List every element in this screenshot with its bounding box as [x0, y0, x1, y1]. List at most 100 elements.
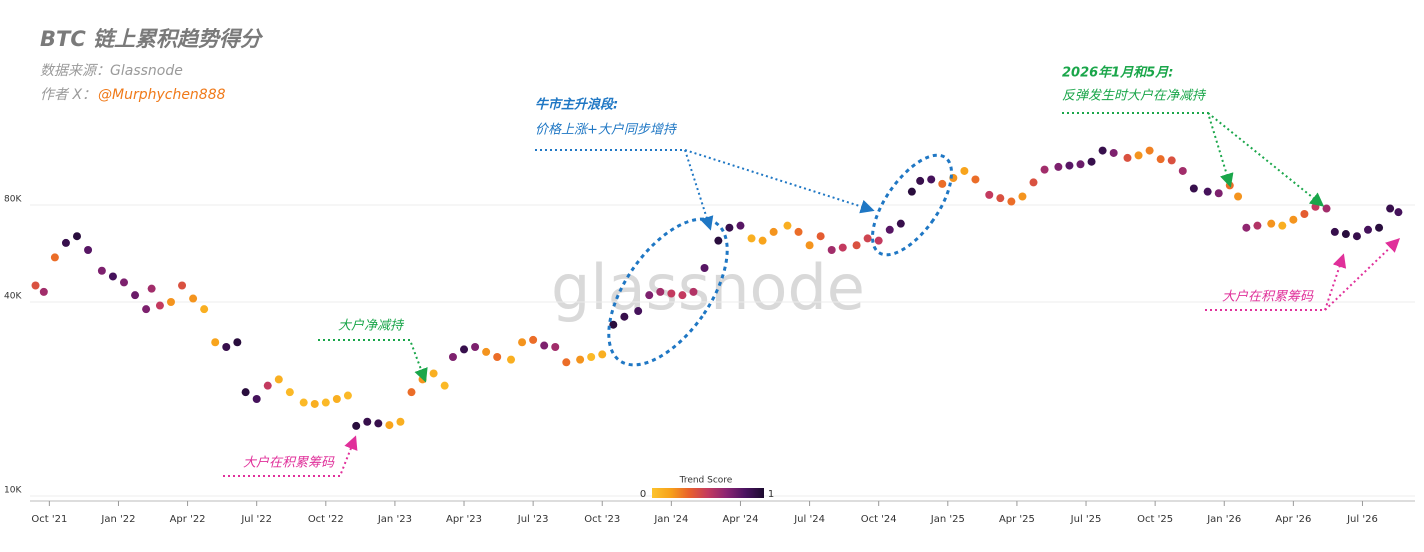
data-point [852, 241, 861, 250]
x-tick-label: Jul '25 [1070, 514, 1102, 525]
data-point [576, 355, 585, 364]
data-point [609, 320, 618, 329]
data-point [189, 294, 198, 303]
data-point [1300, 210, 1309, 219]
source: 数据来源：Glassnode [40, 63, 183, 79]
data-point [493, 352, 502, 361]
data-point [667, 289, 676, 298]
data-point [1225, 181, 1234, 190]
x-tick-label: Jan '25 [930, 514, 965, 525]
data-point [805, 241, 814, 250]
data-point [31, 281, 40, 290]
colorbar-min: 0 [640, 489, 646, 500]
data-point [429, 369, 438, 378]
data-point [343, 391, 352, 400]
data-point [440, 381, 449, 390]
data-point [700, 263, 709, 272]
data-point [863, 234, 872, 243]
data-point [1040, 165, 1049, 174]
arrow [535, 149, 714, 231]
x-tick-label: Apr '26 [1275, 514, 1311, 525]
data-point [1311, 202, 1320, 211]
data-point [769, 227, 778, 236]
data-point [620, 312, 629, 321]
data-point [119, 278, 128, 287]
data-point [1018, 192, 1027, 201]
arrow [318, 339, 428, 383]
data-point [960, 166, 969, 175]
data-point [747, 234, 756, 243]
x-tick-label: Oct '22 [308, 514, 344, 525]
data-point [725, 223, 734, 232]
annotation-text: 价格上涨+大户同步增持 [535, 123, 678, 138]
data-point [1278, 221, 1287, 230]
data-point [507, 355, 516, 364]
data-point [39, 287, 48, 296]
annotation-title: 2026年1月和5月: [1062, 65, 1173, 81]
data-point [938, 179, 947, 188]
y-tick-label: 10K [4, 486, 22, 496]
chart-title: BTC 链上累积趋势得分 [40, 27, 264, 51]
data-point [916, 176, 925, 185]
author: @Murphychen888 [98, 87, 226, 103]
annotation-text: 反弹发生时大户在净减持 [1062, 89, 1207, 104]
data-point [838, 243, 847, 252]
data-point [907, 187, 916, 196]
data-point [1189, 184, 1198, 193]
data-point [1167, 156, 1176, 165]
data-point [471, 342, 480, 351]
x-tick-label: Apr '25 [999, 514, 1035, 525]
data-point [233, 338, 242, 347]
data-point [1087, 157, 1096, 166]
data-point [1364, 225, 1373, 234]
data-point [587, 352, 596, 361]
data-point [714, 236, 723, 245]
data-point [689, 287, 698, 296]
data-point [985, 190, 994, 199]
data-point [142, 305, 151, 314]
colorbar-title: Trend Score [679, 476, 733, 486]
data-point [374, 419, 383, 428]
data-point [482, 347, 491, 356]
data-point [166, 297, 175, 306]
data-point [274, 375, 283, 384]
data-point [61, 238, 70, 247]
data-point [1109, 148, 1118, 157]
data-point [407, 388, 416, 397]
x-tick-label: Jan '24 [653, 514, 688, 525]
data-point [1065, 161, 1074, 170]
x-tick-label: Jul '26 [1346, 514, 1378, 525]
data-point [758, 236, 767, 245]
data-point [84, 245, 93, 254]
data-point [321, 398, 330, 407]
data-point [598, 350, 607, 359]
data-point [1341, 230, 1350, 239]
data-point [1145, 146, 1154, 155]
data-point [518, 338, 527, 347]
data-point [874, 236, 883, 245]
annotation-text: 大户在积累筹码 [243, 456, 335, 471]
x-tick-label: Oct '24 [861, 514, 897, 525]
data-point [211, 338, 220, 347]
data-point [363, 417, 372, 426]
arrow [223, 435, 358, 477]
data-point [1156, 155, 1165, 164]
data-point [885, 225, 894, 234]
x-tick-label: Jan '22 [100, 514, 135, 525]
arrow [1207, 112, 1325, 207]
data-point [460, 345, 469, 354]
data-point [1242, 223, 1251, 232]
data-point [310, 399, 319, 408]
annotation-text: 大户在积累筹码 [1222, 290, 1314, 305]
data-point [827, 245, 836, 254]
data-point [1203, 187, 1212, 196]
data-point [1007, 197, 1016, 206]
data-point [645, 291, 654, 300]
data-point [1076, 160, 1085, 169]
data-point [783, 221, 792, 230]
data-point [1322, 204, 1331, 213]
author-prefix: 作者 X： [40, 87, 96, 103]
watermark: glassnode [551, 251, 865, 324]
data-point [1123, 153, 1132, 162]
